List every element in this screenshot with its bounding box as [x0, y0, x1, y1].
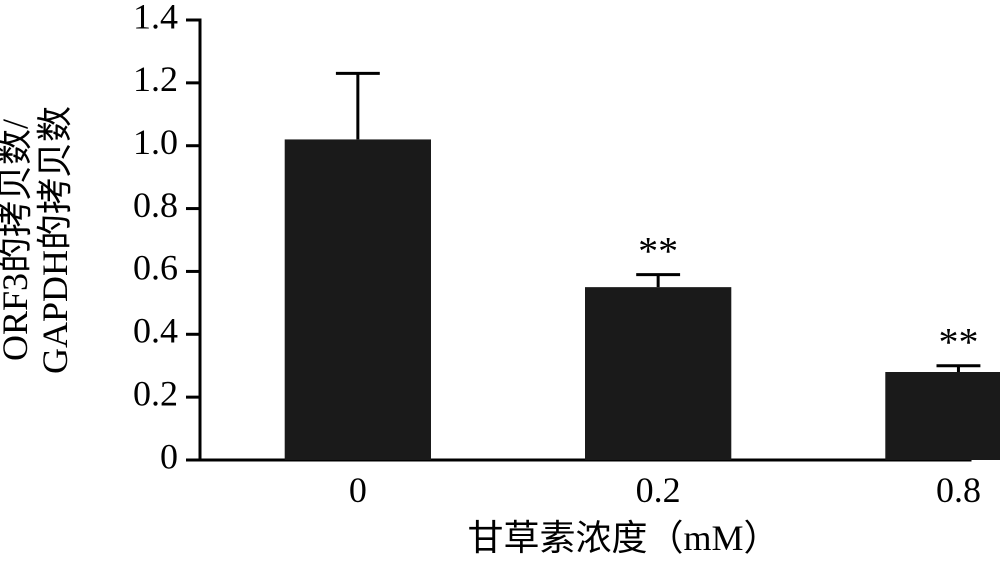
x-tick-label: 0 — [349, 470, 367, 510]
x-tick-label: 0.8 — [936, 470, 981, 510]
significance-marker: ** — [638, 229, 678, 274]
bar — [585, 287, 731, 460]
y-tick-label: 0.4 — [133, 311, 178, 351]
y-tick-label: 0.6 — [133, 248, 178, 288]
bar — [885, 372, 1000, 460]
y-axis-label-line1: ORF3的拷贝数/ — [0, 119, 35, 361]
x-axis-label: 甘草素浓度（mM） — [467, 518, 779, 558]
y-tick-label: 1.0 — [133, 122, 178, 162]
bar — [285, 139, 431, 460]
y-tick-label: 1.2 — [133, 59, 178, 99]
chart-svg: 0 0.2 0.4 0.6 0.8 1.0 1.2 1.4 0 0.2 ** 0.8 ** 甘草素浓度（m… — [0, 0, 1000, 566]
y-tick-label: 0 — [160, 436, 178, 476]
y-tick-label: 0.2 — [133, 373, 178, 413]
bar-chart: 0 0.2 0.4 0.6 0.8 1.0 1.2 1.4 0 0.2 ** 0.8 ** 甘草素浓度（m… — [0, 0, 1000, 566]
y-tick-label: 1.4 — [133, 0, 178, 36]
significance-marker: ** — [938, 320, 978, 365]
y-axis-label-line2: GAPDH的拷贝数 — [35, 106, 75, 374]
x-tick-label: 0.2 — [636, 470, 681, 510]
y-tick-label: 0.8 — [133, 185, 178, 225]
